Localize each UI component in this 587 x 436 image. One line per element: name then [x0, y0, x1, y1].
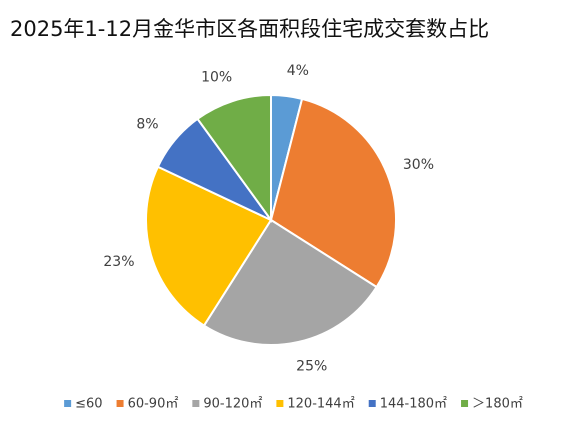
legend-swatch [64, 400, 72, 407]
pie-slice [196, 93, 272, 224]
pie-slice [202, 218, 378, 346]
pie-slice [145, 165, 273, 327]
data-label: 10% [201, 69, 232, 85]
data-label: 25% [296, 358, 327, 374]
legend-swatch [461, 400, 469, 407]
pie-slice [269, 97, 397, 289]
legend-label: 90-120㎡ [203, 397, 262, 412]
legend-label: 120-144㎡ [287, 397, 354, 412]
legend-label: ＞180㎡ [472, 397, 523, 412]
legend-label: 60-90㎡ [128, 397, 179, 412]
legend-label: ≤60 [75, 397, 102, 412]
legend-label: 144-180㎡ [380, 397, 447, 412]
legend-swatch [192, 400, 200, 407]
data-label: 30% [403, 157, 434, 173]
legend-swatch [276, 400, 284, 407]
chart-title: 2025年1-12月金华市区各面积段住宅成交套数占比 [10, 17, 489, 41]
legend-swatch [116, 400, 124, 407]
legend-swatch [368, 400, 376, 407]
data-label: 4% [287, 63, 309, 79]
data-label: 23% [103, 254, 134, 270]
data-label: 8% [136, 116, 158, 132]
